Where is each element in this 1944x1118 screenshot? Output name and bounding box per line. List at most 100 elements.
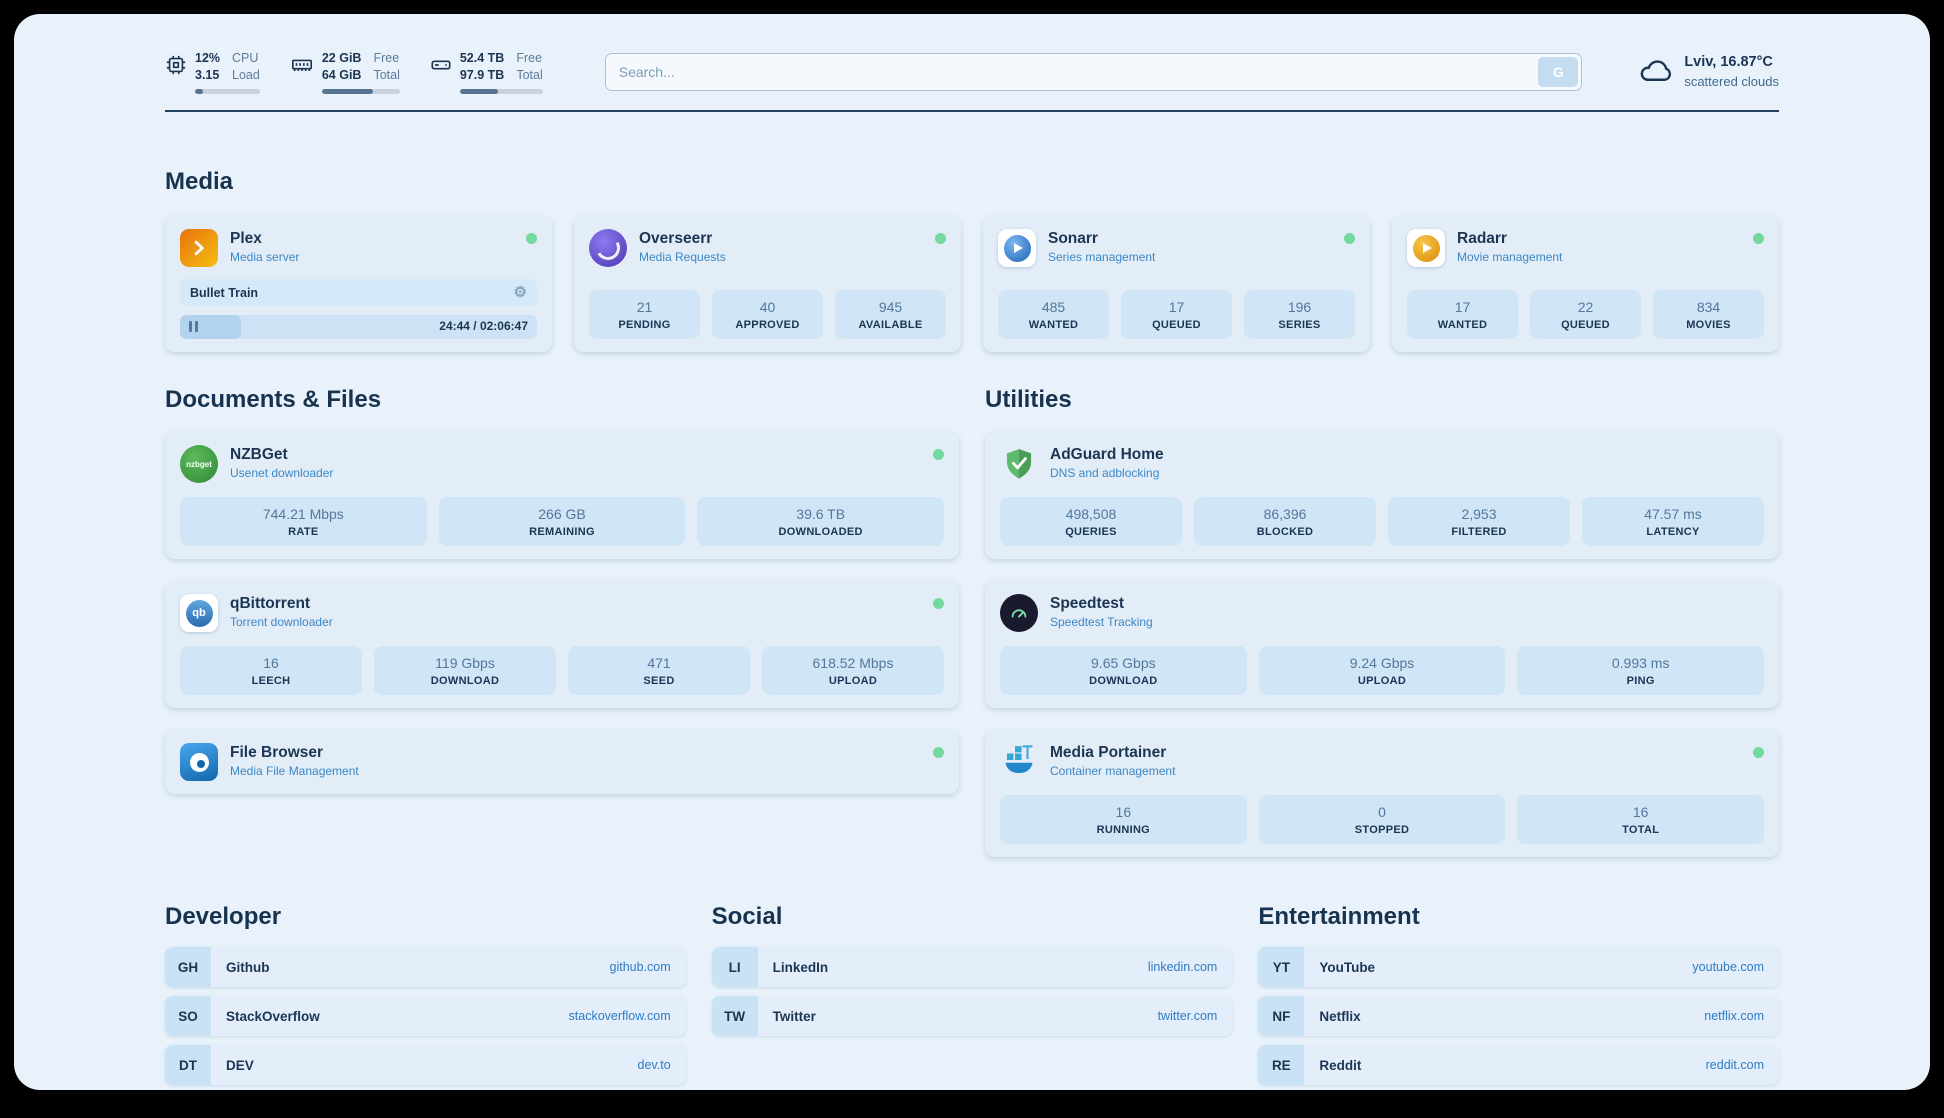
radarr-icon: [1407, 229, 1445, 267]
service-title: Radarr: [1457, 230, 1507, 247]
now-playing-bar: Bullet Train ⚙: [180, 279, 537, 306]
google-search-button[interactable]: G: [1538, 57, 1579, 87]
pause-icon[interactable]: [189, 321, 198, 332]
disk-free: 52.4 TB: [459, 51, 505, 65]
filebrowser-card[interactable]: File Browser Media File Management: [165, 730, 959, 794]
gear-icon[interactable]: ⚙: [513, 284, 527, 301]
weather-widget: Lviv, 16.87°C scattered clouds: [1638, 53, 1779, 91]
stat-value: 945: [878, 299, 903, 315]
bookmark-link[interactable]: stackoverflow.com: [568, 1009, 671, 1023]
topbar: 12% 3.15 CPU Load: [165, 14, 1779, 94]
service-subtitle: Speedtest Tracking: [1050, 615, 1153, 629]
stat-value: 471: [647, 655, 671, 671]
portainer-card[interactable]: Media Portainer Container management 16 …: [985, 730, 1779, 857]
service-title: Plex: [230, 230, 262, 247]
bookmark-link[interactable]: dev.to: [637, 1058, 671, 1072]
plex-card[interactable]: Plex Media server Bullet Train ⚙ 24:44 /…: [165, 216, 552, 352]
cloud-icon: [1638, 55, 1674, 90]
service-subtitle: Media server: [230, 250, 300, 264]
stat-label: SEED: [643, 675, 675, 687]
weather-condition: scattered clouds: [1684, 74, 1779, 89]
stat-label: AVAILABLE: [858, 319, 923, 331]
stat-box: 9.65 Gbps DOWNLOAD: [1000, 646, 1247, 695]
weather-location: Lviv, 16.87°C: [1684, 54, 1773, 70]
search-bar[interactable]: G: [604, 53, 1583, 91]
stat-label: REMAINING: [529, 526, 595, 538]
stat-value: 744.21 Mbps: [262, 506, 344, 522]
bookmark-link[interactable]: twitter.com: [1157, 1009, 1218, 1023]
stat-label: LEECH: [251, 675, 291, 687]
service-title: Media Portainer: [1050, 744, 1167, 761]
search-input[interactable]: [608, 64, 1539, 80]
stat-label: MOVIES: [1686, 319, 1731, 331]
stat-box: 39.6 TB DOWNLOADED: [697, 497, 945, 546]
stat-box: 498,508 QUERIES: [1000, 497, 1182, 546]
bookmark-netflix[interactable]: NF Netflix netflix.com: [1258, 996, 1779, 1036]
stat-value: 39.6 TB: [796, 506, 846, 522]
disk-usage-bar: [459, 89, 543, 94]
stat-value: 16: [1632, 804, 1649, 820]
cpu-load: 3.15: [195, 68, 220, 82]
stat-value: 2,953: [1461, 506, 1497, 522]
stat-value: 16: [263, 655, 279, 671]
stat-value: 21: [636, 299, 653, 315]
stat-label: SERIES: [1278, 319, 1321, 331]
sonarr-card[interactable]: Sonarr Series management 485 WANTED 17 Q…: [983, 216, 1370, 352]
documents-column: Documents & Files nzbget NZBGet Usenet d…: [165, 386, 959, 857]
playback-progress-bar[interactable]: 24:44 / 02:06:47: [180, 315, 537, 339]
stat-label: PENDING: [618, 319, 671, 331]
service-title: NZBGet: [230, 446, 288, 463]
stat-label: QUEUED: [1561, 319, 1610, 331]
stat-box: 47.57 ms LATENCY: [1582, 497, 1764, 546]
bookmark-name: Reddit: [1319, 1057, 1362, 1073]
stat-value: 9.24 Gbps: [1349, 655, 1415, 671]
stat-label: APPROVED: [735, 319, 800, 331]
stat-label: PING: [1626, 675, 1655, 687]
bookmark-linkedin[interactable]: LI LinkedIn linkedin.com: [711, 947, 1233, 987]
bookmark-link[interactable]: youtube.com: [1692, 960, 1764, 974]
overseerr-icon: [589, 229, 627, 267]
stat-label: LATENCY: [1646, 526, 1700, 538]
topbar-divider: [165, 110, 1779, 112]
memory-total: 64 GiB: [321, 68, 362, 82]
bookmark-link[interactable]: reddit.com: [1705, 1058, 1764, 1072]
plex-icon: [180, 229, 218, 267]
service-title: Overseerr: [639, 230, 713, 247]
memory-usage-bar: [321, 89, 400, 94]
stat-label: WANTED: [1028, 319, 1079, 331]
bookmark-stackoverflow[interactable]: SO StackOverflow stackoverflow.com: [165, 996, 686, 1036]
stat-box: 0.993 ms PING: [1517, 646, 1765, 695]
stat-value: 9.65 Gbps: [1091, 655, 1156, 671]
stat-value: 0: [1378, 804, 1386, 820]
bookmark-name: Twitter: [772, 1008, 816, 1024]
bookmark-link[interactable]: github.com: [609, 960, 671, 974]
stat-box: 945 AVAILABLE: [835, 290, 946, 339]
stat-value: 16: [1115, 804, 1132, 820]
bookmark-link[interactable]: netflix.com: [1704, 1009, 1764, 1023]
speedtest-card[interactable]: Speedtest Speedtest Tracking 9.65 Gbps D…: [985, 581, 1779, 708]
stat-box: 9.24 Gbps UPLOAD: [1258, 646, 1506, 695]
status-dot: [526, 233, 537, 244]
stat-label: FILTERED: [1451, 526, 1507, 538]
bookmark-dev[interactable]: DT DEV dev.to: [165, 1045, 686, 1085]
service-title: Speedtest: [1050, 595, 1125, 612]
bookmark-twitter[interactable]: TW Twitter twitter.com: [711, 996, 1233, 1036]
disk-total: 97.9 TB: [459, 68, 505, 82]
radarr-card[interactable]: Radarr Movie management 17 WANTED 22 QUE…: [1392, 216, 1779, 352]
bookmark-link[interactable]: linkedin.com: [1147, 960, 1218, 974]
qbittorrent-card[interactable]: qb qBittorrent Torrent downloader 16 LEE…: [165, 581, 959, 708]
stat-box: 86,396 BLOCKED: [1194, 497, 1376, 546]
memory-widget: 22 GiB 64 GiB Free Total: [290, 50, 400, 94]
bookmark-github[interactable]: GH Github github.com: [165, 947, 686, 987]
bookmark-youtube[interactable]: YT YouTube youtube.com: [1258, 947, 1779, 987]
bookmark-abbr: SO: [165, 996, 211, 1036]
bookmark-reddit[interactable]: RE Reddit reddit.com: [1258, 1045, 1779, 1085]
bookmark-name: StackOverflow: [226, 1008, 320, 1024]
adguard-card[interactable]: AdGuard Home DNS and adblocking 498,508 …: [985, 432, 1779, 559]
stat-value: 0.993 ms: [1611, 655, 1670, 671]
stat-label: TOTAL: [1622, 824, 1660, 836]
status-dot: [933, 449, 944, 460]
nzbget-card[interactable]: nzbget NZBGet Usenet downloader 744.21 M…: [165, 432, 959, 559]
stat-label: STOPPED: [1354, 824, 1410, 836]
overseerr-card[interactable]: Overseerr Media Requests 21 PENDING 40 A…: [574, 216, 961, 352]
